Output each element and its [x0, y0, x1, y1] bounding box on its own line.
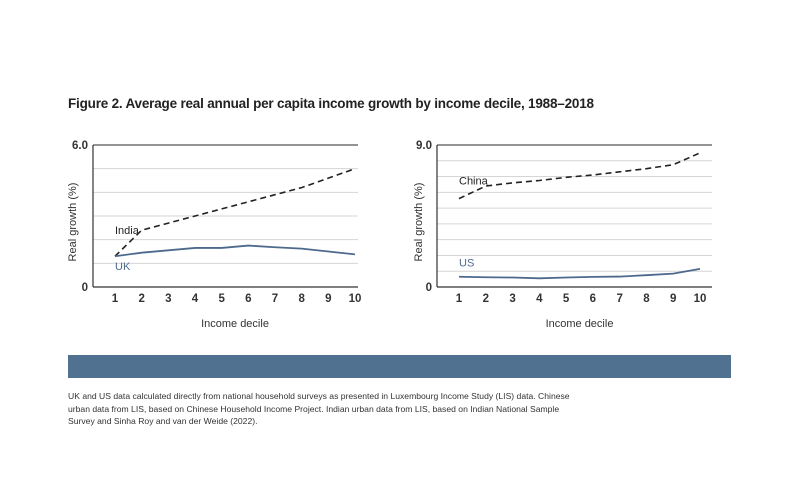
x-tick-label: 7 — [616, 293, 622, 305]
x-tick-label: 3 — [509, 293, 515, 305]
series-line-us — [458, 267, 701, 280]
x-tick-label: 2 — [138, 293, 144, 305]
y-tick-label: 6.0 — [72, 140, 88, 152]
x-tick-label: 4 — [536, 293, 543, 305]
x-tick-label: 5 — [563, 293, 570, 305]
x-tick-label: 1 — [456, 293, 463, 305]
chart-2: 0 9.0 1 2 3 4 5 6 7 8 9 10 Income decile Real growth … — [413, 140, 712, 330]
series-label-us: US — [459, 258, 474, 270]
source-note: UK and US data calculated directly from … — [68, 391, 570, 427]
x-tick-label: 7 — [272, 293, 278, 305]
x-tick-label: 8 — [643, 293, 650, 305]
x-tick-label: 5 — [218, 293, 225, 305]
x-tick-label: 10 — [349, 293, 362, 305]
series-label-china: China — [459, 176, 489, 188]
x-tick-label: 6 — [245, 293, 251, 305]
y-tick-label: 9.0 — [416, 140, 432, 152]
x-tick-label: 9 — [325, 293, 331, 305]
x-tick-label: 6 — [590, 293, 596, 305]
x-tick-label: 3 — [165, 293, 171, 305]
series-line-uk — [114, 244, 356, 258]
separator-band — [68, 355, 731, 378]
x-tick-label: 10 — [694, 293, 707, 305]
y-tick-label: 0 — [82, 282, 88, 294]
x-axis-label: Income decile — [201, 318, 269, 330]
series-line-india — [114, 167, 356, 257]
x-tick-label: 9 — [670, 293, 676, 305]
x-tick-label: 2 — [483, 293, 489, 305]
y-axis-label: Real growth (%) — [67, 183, 79, 262]
series-line-china — [458, 152, 701, 200]
x-tick-label: 1 — [112, 293, 119, 305]
x-tick-label: 8 — [298, 293, 305, 305]
figure-title: Figure 2. Average real annual per capita… — [68, 96, 594, 111]
y-tick-label: 0 — [426, 282, 432, 294]
chart-1: 0 6.0 1 2 3 4 5 6 7 8 9 10 Income decile Real growth … — [67, 140, 361, 330]
series-label-india: India — [115, 225, 140, 237]
x-tick-label: 4 — [192, 293, 199, 305]
y-axis-label: Real growth (%) — [413, 183, 425, 262]
series-label-uk: UK — [115, 261, 131, 273]
x-axis-label: Income decile — [546, 318, 614, 330]
